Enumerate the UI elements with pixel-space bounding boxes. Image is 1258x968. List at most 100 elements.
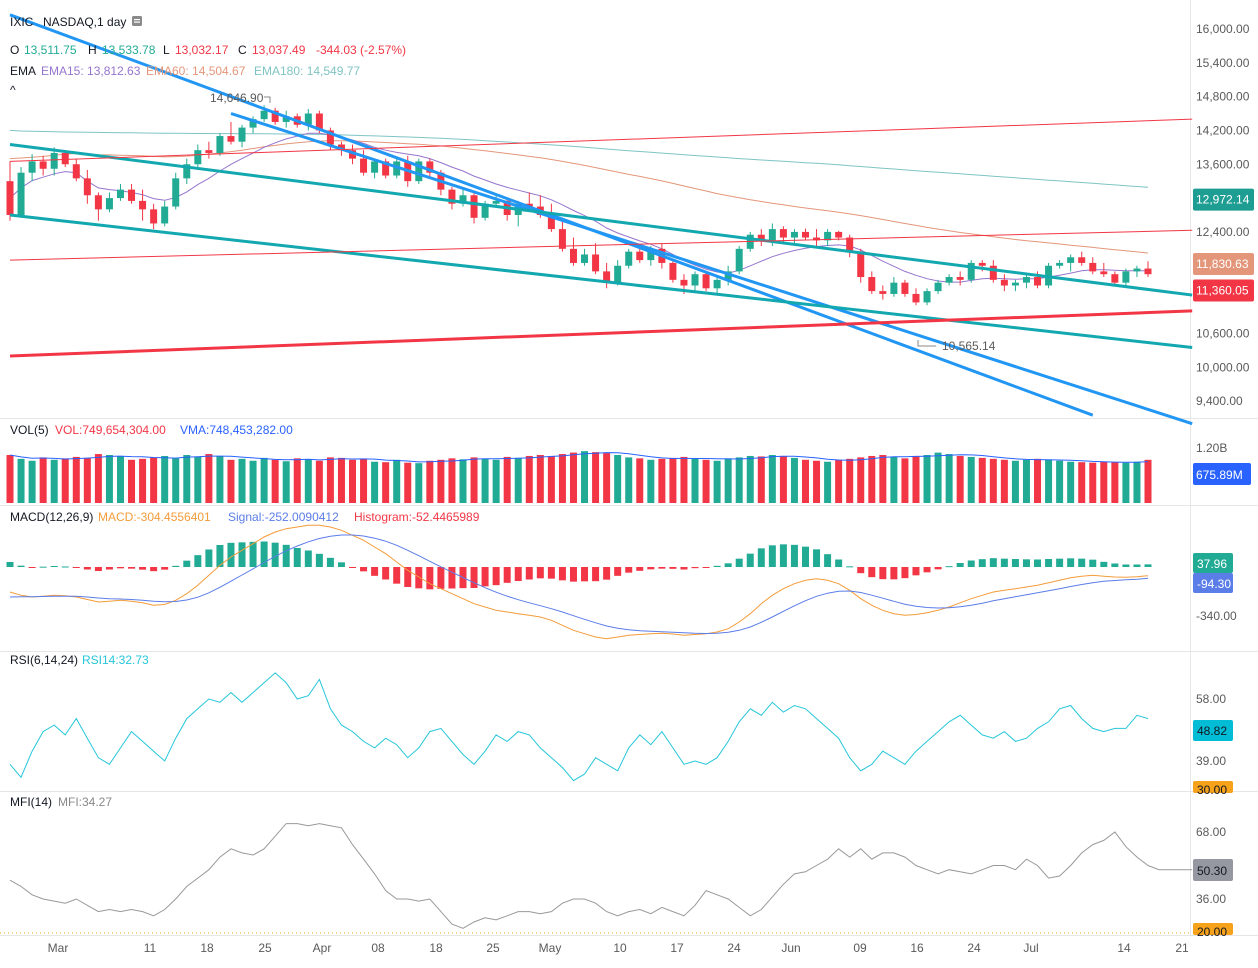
- mfi-tag: 50.30: [1193, 859, 1233, 881]
- macd-hist-bar: [735, 558, 743, 567]
- macd-hist-bar: [50, 566, 58, 567]
- signal-line: [9, 534, 1149, 635]
- macd-hist-bar: [989, 558, 997, 567]
- volume-bar: [61, 458, 69, 503]
- price-axis-tick: 10,600.00: [1196, 326, 1250, 340]
- macd-hist-bar: [779, 544, 787, 567]
- candle-body: [768, 229, 776, 241]
- candle-body: [227, 136, 235, 142]
- macd-hist-bar: [1022, 559, 1030, 567]
- collapse-chevron-icon[interactable]: ^: [10, 83, 16, 97]
- mfi-pane[interactable]: MFI(14) MFI:34.27 68.00 36.00 50.30 20.0…: [0, 795, 1233, 939]
- volume-bar: [216, 455, 224, 503]
- volume-bar: [116, 456, 124, 503]
- price-tag-label: 11,830.63: [1196, 257, 1249, 271]
- candle-body: [1133, 268, 1141, 272]
- high-marker: 14,646.90: [210, 91, 271, 105]
- volume-bar: [271, 459, 279, 503]
- volume-bar: [525, 455, 533, 503]
- macd-hist-bar: [194, 555, 202, 567]
- macd-hist-bar: [835, 559, 843, 567]
- macd-hist-bar: [371, 567, 379, 576]
- candle-body: [779, 229, 787, 238]
- candlestick-series[interactable]: [6, 105, 1152, 306]
- volume-bar: [128, 459, 136, 503]
- macd-pane[interactable]: MACD(12,26,9) MACD:-304.4556401 Signal:-…: [6, 510, 1238, 640]
- macd-title: MACD(12,26,9): [10, 510, 93, 524]
- volume-pane[interactable]: VOL(5) VOL:749,654,304.00 VMA:748,453,28…: [6, 423, 1252, 503]
- trendlines[interactable]: [9, 13, 1193, 426]
- vma-path: [9, 452, 1149, 463]
- volume-bar: [868, 455, 876, 503]
- macd-hist-bar: [393, 567, 401, 584]
- candle-body: [724, 271, 732, 280]
- time-axis-tick: 18: [200, 941, 214, 955]
- volume-bar: [28, 460, 36, 503]
- high-value: 13,533.78: [102, 43, 156, 57]
- candle-body: [6, 181, 14, 215]
- time-axis-tick: 21: [1175, 941, 1189, 955]
- volume-bar: [415, 463, 423, 503]
- macd-hist-bar: [238, 542, 246, 567]
- volume-bar: [846, 458, 854, 503]
- macd-hist-bar: [691, 567, 699, 569]
- macd-hist-bar: [116, 567, 124, 569]
- volume-value: VOL:749,654,304.00: [55, 423, 166, 437]
- macd-hist-bar: [945, 566, 953, 568]
- price-tag-label: 12,972.14: [1196, 193, 1250, 207]
- mfi-axis-tick-36: 36.00: [1196, 892, 1226, 906]
- candle-body: [525, 203, 533, 207]
- candle-body: [459, 195, 467, 204]
- price-axis-tick: 16,000.00: [1196, 22, 1250, 36]
- volume-bar: [757, 456, 765, 503]
- volume-bar: [879, 455, 887, 503]
- price-axis[interactable]: 16,000.00 15,400.00 14,800.00 14,200.00 13,6…: [1193, 22, 1254, 408]
- volume-bar: [890, 456, 898, 503]
- volume-bar: [459, 459, 467, 503]
- candle-body: [702, 274, 710, 289]
- candle-body: [61, 152, 69, 165]
- candle-body: [83, 178, 91, 196]
- candle-body: [1056, 262, 1064, 266]
- svg-text:-94.30: -94.30: [1197, 577, 1231, 591]
- macd-hist-bar: [558, 567, 566, 581]
- volume-bar: [824, 461, 832, 503]
- time-axis[interactable]: Mar 11 18 25 Apr 08 18 25 May 10 17 24 Jun 09 16 24 Jul 1…: [48, 941, 1189, 955]
- candle-body: [757, 234, 765, 241]
- candle-body: [790, 231, 798, 238]
- volume-bar: [371, 461, 379, 503]
- volume-bar: [360, 458, 368, 503]
- volume-bar: [150, 457, 158, 503]
- volume-bar: [393, 459, 401, 503]
- ema15-line: [9, 132, 1148, 283]
- candle-body: [581, 254, 589, 263]
- volume-bar: [547, 456, 555, 503]
- candle-body: [448, 189, 456, 204]
- volume-bar: [956, 455, 964, 503]
- rsi-pane[interactable]: RSI(6,14,24) RSI14:32.73 58.00 39.00 48.…: [9, 653, 1233, 797]
- ema15-path: [9, 132, 1148, 283]
- candle-body: [349, 150, 357, 159]
- candle-body: [868, 277, 876, 292]
- macd-hist-bar: [150, 567, 158, 572]
- volume-bar: [1022, 459, 1030, 503]
- svg-text:37.96: 37.96: [1197, 557, 1227, 571]
- candle-body: [249, 119, 257, 128]
- trendline-red: [9, 309, 1193, 358]
- candle-body: [813, 237, 821, 241]
- volume-bar: [658, 458, 666, 503]
- volume-bar: [702, 459, 710, 503]
- volume-bar: [1056, 460, 1064, 503]
- price-pane[interactable]: 14,646.90 10,565.14: [6, 13, 1193, 426]
- macd-hist-bar: [713, 565, 721, 567]
- volume-title: VOL(5): [10, 423, 49, 437]
- time-axis-tick: 25: [258, 941, 272, 955]
- candle-body: [978, 262, 986, 266]
- ema-label: EMA: [10, 64, 36, 78]
- volume-bar: [238, 458, 246, 503]
- macd-hist-bar: [1100, 561, 1108, 567]
- macd-hist-bar: [813, 549, 821, 567]
- legend-menu-icon[interactable]: [132, 16, 142, 26]
- volume-axis-tick: 1.20B: [1196, 441, 1227, 455]
